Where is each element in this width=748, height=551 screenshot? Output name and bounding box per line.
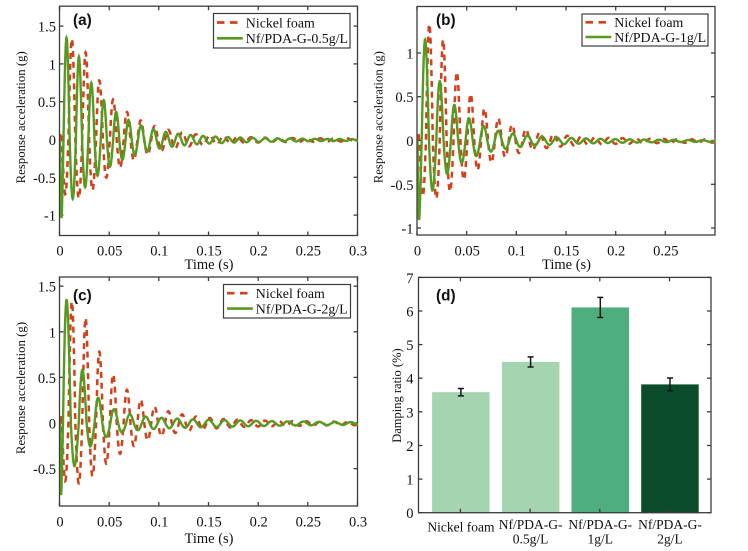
svg-text:5: 5 xyxy=(406,338,413,354)
svg-text:-1: -1 xyxy=(44,209,56,225)
svg-text:0: 0 xyxy=(406,506,413,522)
svg-text:0.15: 0.15 xyxy=(554,243,579,259)
svg-text:0.5: 0.5 xyxy=(38,95,56,111)
svg-text:1g/L: 1g/L xyxy=(588,532,614,547)
svg-text:Time (s): Time (s) xyxy=(184,257,233,273)
svg-text:7: 7 xyxy=(406,271,413,287)
svg-text:Nf/PDA-G-: Nf/PDA-G- xyxy=(568,517,632,532)
svg-text:-0.5: -0.5 xyxy=(33,462,56,478)
svg-text:0.5g/L: 0.5g/L xyxy=(513,532,549,547)
svg-text:Nickel foam: Nickel foam xyxy=(256,287,325,302)
svg-text:0.15: 0.15 xyxy=(196,243,221,259)
svg-text:(c): (c) xyxy=(73,288,92,305)
svg-text:2g/L: 2g/L xyxy=(657,532,683,547)
svg-text:0.05: 0.05 xyxy=(97,243,122,259)
svg-text:0.2: 0.2 xyxy=(250,514,268,530)
svg-text:Nf/PDA-G-2g/L: Nf/PDA-G-2g/L xyxy=(256,302,348,317)
svg-text:2: 2 xyxy=(406,439,413,455)
svg-text:0: 0 xyxy=(49,417,56,433)
svg-text:Nf/PDA-G-1g/L: Nf/PDA-G-1g/L xyxy=(614,31,706,46)
svg-text:0.25: 0.25 xyxy=(296,514,321,530)
svg-text:Response acceleration (g): Response acceleration (g) xyxy=(14,322,28,454)
svg-text:(a): (a) xyxy=(73,12,92,29)
svg-text:0.5: 0.5 xyxy=(395,90,413,106)
svg-text:0.5: 0.5 xyxy=(38,371,56,387)
svg-text:-0.5: -0.5 xyxy=(33,171,56,187)
svg-text:Nickel foam: Nickel foam xyxy=(614,16,683,31)
svg-text:0.3: 0.3 xyxy=(349,514,367,530)
svg-text:Nf/PDA-G-: Nf/PDA-G- xyxy=(638,517,702,532)
svg-text:Nf/PDA-G-: Nf/PDA-G- xyxy=(499,517,563,532)
svg-text:(b): (b) xyxy=(436,12,456,29)
svg-text:1: 1 xyxy=(49,57,56,73)
svg-text:0.05: 0.05 xyxy=(455,243,480,259)
svg-text:-1: -1 xyxy=(401,222,413,238)
svg-text:0.25: 0.25 xyxy=(296,243,321,259)
svg-text:Time (s): Time (s) xyxy=(542,257,591,273)
svg-text:1: 1 xyxy=(406,473,413,489)
svg-text:0.1: 0.1 xyxy=(150,514,168,530)
svg-text:0.2: 0.2 xyxy=(250,243,268,259)
svg-text:Response acceleration (g): Response acceleration (g) xyxy=(372,51,386,183)
svg-text:1.5: 1.5 xyxy=(38,280,56,296)
svg-text:0: 0 xyxy=(56,243,63,259)
svg-text:Nickel foam: Nickel foam xyxy=(427,520,495,535)
svg-text:6: 6 xyxy=(406,305,413,321)
svg-text:1.5: 1.5 xyxy=(38,20,56,36)
svg-text:0: 0 xyxy=(56,514,63,530)
svg-text:1: 1 xyxy=(49,325,56,341)
svg-text:-0.5: -0.5 xyxy=(391,178,414,194)
svg-text:Nickel foam: Nickel foam xyxy=(246,16,315,31)
svg-text:0.25: 0.25 xyxy=(653,243,678,259)
svg-text:0.2: 0.2 xyxy=(607,243,625,259)
svg-text:4: 4 xyxy=(406,372,414,388)
svg-text:0.15: 0.15 xyxy=(196,514,221,530)
svg-text:0: 0 xyxy=(49,133,56,149)
svg-text:Damping ratio (%): Damping ratio (%) xyxy=(390,348,404,442)
svg-text:3: 3 xyxy=(406,405,413,421)
svg-text:Time (s): Time (s) xyxy=(184,531,233,547)
svg-text:0.1: 0.1 xyxy=(150,243,168,259)
svg-text:0.3: 0.3 xyxy=(349,243,367,259)
svg-text:0: 0 xyxy=(406,134,413,150)
svg-text:(d): (d) xyxy=(436,288,456,305)
svg-text:Response acceleration (g): Response acceleration (g) xyxy=(14,51,28,183)
svg-text:0: 0 xyxy=(414,243,421,259)
svg-text:0.05: 0.05 xyxy=(97,514,122,530)
svg-text:1: 1 xyxy=(406,47,413,63)
svg-text:0.1: 0.1 xyxy=(508,243,526,259)
svg-text:Nf/PDA-G-0.5g/L: Nf/PDA-G-0.5g/L xyxy=(246,32,348,47)
